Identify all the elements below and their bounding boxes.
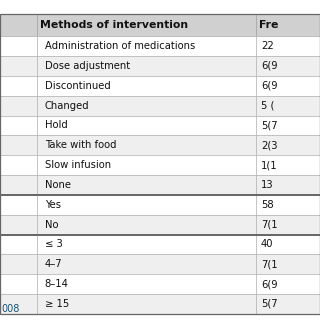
Bar <box>256 235 320 254</box>
Bar <box>256 294 320 314</box>
Text: Discontinued: Discontinued <box>45 81 110 91</box>
Bar <box>37 195 256 215</box>
Bar <box>37 36 256 56</box>
Bar <box>37 175 256 195</box>
Text: 22: 22 <box>261 41 274 51</box>
Text: Dose adjustment: Dose adjustment <box>45 61 130 71</box>
Text: None: None <box>45 180 71 190</box>
Text: ≥ 15: ≥ 15 <box>45 299 69 309</box>
Text: Slow infusion: Slow infusion <box>45 160 111 170</box>
Bar <box>0 155 37 175</box>
Bar <box>37 294 256 314</box>
Text: Take with food: Take with food <box>45 140 116 150</box>
Bar <box>37 215 256 235</box>
Text: 13: 13 <box>261 180 273 190</box>
Bar <box>0 116 37 135</box>
Text: 6(9: 6(9 <box>261 61 277 71</box>
Bar <box>256 135 320 155</box>
Bar <box>0 294 37 314</box>
Text: 1(1: 1(1 <box>261 160 277 170</box>
Bar <box>0 96 37 116</box>
Bar <box>0 254 37 274</box>
Bar <box>37 14 256 36</box>
Bar <box>256 215 320 235</box>
Bar <box>256 116 320 135</box>
Bar <box>256 96 320 116</box>
Text: Fre: Fre <box>259 20 279 30</box>
Bar <box>37 76 256 96</box>
Text: 5 (: 5 ( <box>261 100 274 111</box>
Bar <box>256 175 320 195</box>
Bar <box>256 56 320 76</box>
Bar <box>37 155 256 175</box>
Text: 5(7: 5(7 <box>261 299 277 309</box>
Bar <box>256 36 320 56</box>
Bar <box>0 36 37 56</box>
Text: No: No <box>45 220 58 230</box>
Text: 4–7: 4–7 <box>45 259 62 269</box>
Text: 58: 58 <box>261 200 273 210</box>
Bar <box>0 135 37 155</box>
Text: 40: 40 <box>261 239 273 250</box>
Bar <box>37 235 256 254</box>
Bar <box>37 254 256 274</box>
Bar <box>256 76 320 96</box>
Text: Changed: Changed <box>45 100 89 111</box>
Bar <box>37 116 256 135</box>
Text: 008: 008 <box>2 304 20 314</box>
Text: 6(9: 6(9 <box>261 279 277 289</box>
Bar <box>37 274 256 294</box>
Text: 7(1: 7(1 <box>261 259 277 269</box>
Bar <box>0 235 37 254</box>
Bar <box>0 274 37 294</box>
Bar <box>0 215 37 235</box>
Bar <box>0 195 37 215</box>
Text: Methods of intervention: Methods of intervention <box>40 20 188 30</box>
Text: Administration of medications: Administration of medications <box>45 41 195 51</box>
Text: 5(7: 5(7 <box>261 120 277 131</box>
Bar <box>256 254 320 274</box>
Bar <box>256 274 320 294</box>
Bar <box>0 76 37 96</box>
Bar <box>0 56 37 76</box>
Text: ≤ 3: ≤ 3 <box>45 239 62 250</box>
Bar <box>37 56 256 76</box>
Text: 6(9: 6(9 <box>261 81 277 91</box>
Bar <box>0 14 37 36</box>
Text: Yes: Yes <box>45 200 61 210</box>
Text: Hold: Hold <box>45 120 68 131</box>
Text: 2(3: 2(3 <box>261 140 277 150</box>
Bar <box>37 96 256 116</box>
Bar <box>256 195 320 215</box>
Bar <box>0 175 37 195</box>
Bar <box>37 135 256 155</box>
Text: 7(1: 7(1 <box>261 220 277 230</box>
Bar <box>256 14 320 36</box>
Text: 8–14: 8–14 <box>45 279 69 289</box>
Bar <box>256 155 320 175</box>
